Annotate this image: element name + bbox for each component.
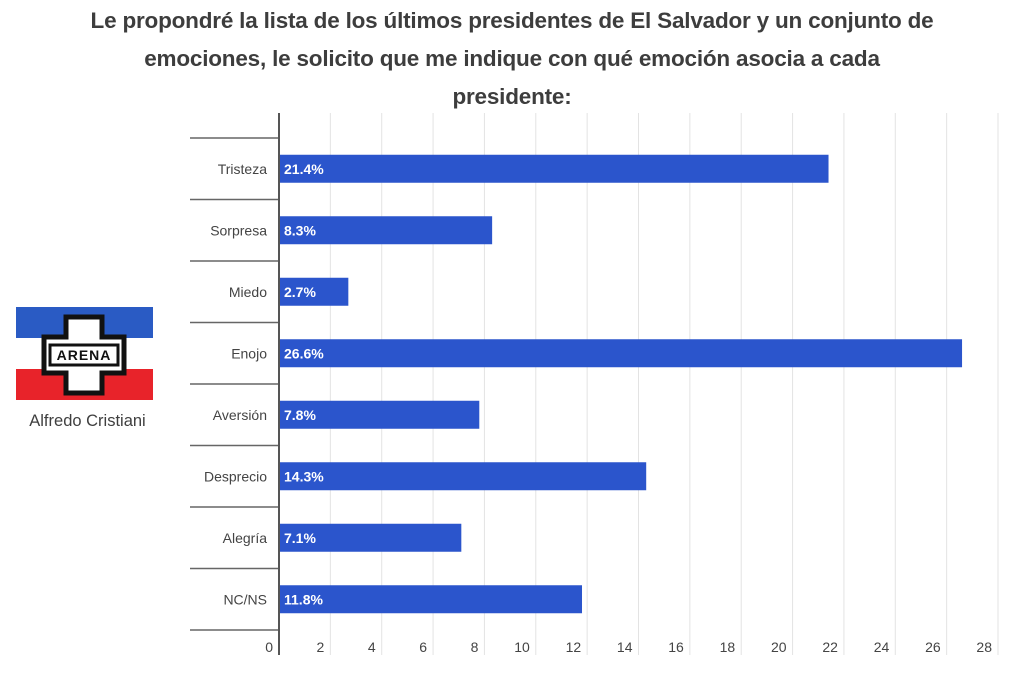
category-label: Enojo xyxy=(231,345,267,361)
logo-text-box xyxy=(48,343,120,367)
category-label: Desprecio xyxy=(204,468,267,484)
x-tick-label: 20 xyxy=(771,639,787,655)
bar-nc-ns xyxy=(280,585,583,614)
chart-title: Le propondré la lista de los últimos pre… xyxy=(0,2,1024,116)
bar-desprecio xyxy=(280,462,647,491)
bar-sorpresa xyxy=(280,216,493,245)
x-tick-label: 0 xyxy=(265,639,273,655)
category-label: NC/NS xyxy=(223,591,267,607)
arena-party-logo: ARENA xyxy=(16,307,153,400)
title-line-2: emociones, le solicito que me indique co… xyxy=(144,46,880,71)
data-label: 7.1% xyxy=(284,530,316,546)
data-label: 8.3% xyxy=(284,222,316,238)
title-line-1: Le propondré la lista de los últimos pre… xyxy=(90,8,934,33)
x-tick-label: 24 xyxy=(874,639,890,655)
candidate-name: Alfredo Cristiani xyxy=(29,412,146,430)
x-tick-label: 14 xyxy=(617,639,633,655)
logo-text: ARENA xyxy=(57,347,112,363)
bar-tristeza xyxy=(280,154,829,183)
data-label: 21.4% xyxy=(284,161,324,177)
bar-aversi-n xyxy=(280,400,480,429)
x-tick-label: 4 xyxy=(368,639,376,655)
x-tick-label: 18 xyxy=(720,639,736,655)
x-tick-label: 26 xyxy=(925,639,941,655)
x-tick-label: 10 xyxy=(514,639,530,655)
category-label: Alegría xyxy=(223,530,268,546)
data-label: 11.8% xyxy=(284,591,323,607)
title-line-3: presidente: xyxy=(452,84,572,109)
x-tick-label: 22 xyxy=(822,639,838,655)
category-label: Aversión xyxy=(213,407,267,423)
x-tick-label: 6 xyxy=(419,639,427,655)
x-tick-label: 12 xyxy=(566,639,582,655)
category-label: Tristeza xyxy=(218,161,267,177)
data-label: 7.8% xyxy=(284,407,316,423)
x-tick-label: 28 xyxy=(976,639,992,655)
x-tick-label: 8 xyxy=(471,639,479,655)
data-label: 2.7% xyxy=(284,284,316,300)
bar-alegr-a xyxy=(280,523,462,552)
x-tick-label: 16 xyxy=(668,639,684,655)
data-label: 14.3% xyxy=(284,468,324,484)
category-label: Sorpresa xyxy=(210,222,267,238)
category-label: Miedo xyxy=(229,284,267,300)
bar-enojo xyxy=(280,339,963,368)
data-label: 26.6% xyxy=(284,345,324,361)
x-tick-label: 2 xyxy=(317,639,325,655)
bar-miedo xyxy=(280,277,349,306)
